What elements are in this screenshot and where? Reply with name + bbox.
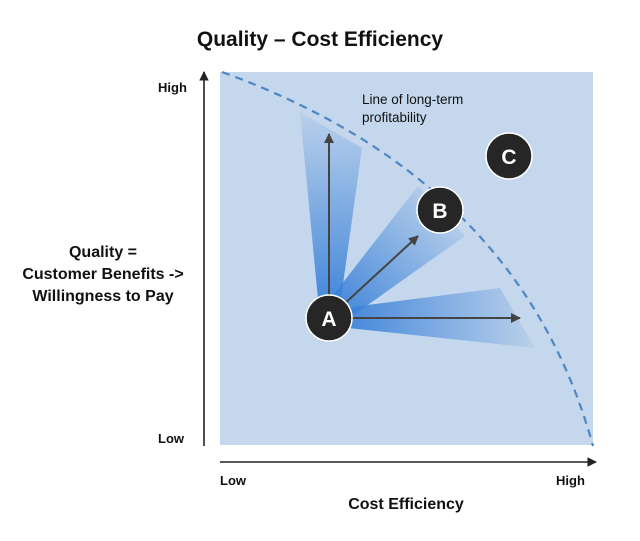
node-a-label: A [321,308,336,331]
y-tick-low: Low [158,431,184,446]
x-tick-low: Low [220,473,246,488]
x-tick-high: High [556,473,585,488]
arrow-diagonal [341,235,419,307]
node-c-label: C [501,146,516,169]
y-axis-label-line-1: Quality = [68,244,138,261]
node-a: A [305,294,353,342]
frontier-label-line-1: Line of long-term [362,92,463,107]
profitability-frontier-line [221,70,595,447]
y-axis-label: Quality = Customer Benefits -> Willingne… [8,242,198,308]
frontier-label-line-2: profitability [362,110,427,125]
x-axis-label: Cost Efficiency [348,496,464,513]
y-axis-label-line-3: Willingness to Pay [32,288,174,305]
y-tick-high: High [158,80,187,95]
node-b: B [416,186,464,234]
chart-title: Quality – Cost Efficiency [196,28,444,51]
y-axis-label-line-2: Customer Benefits -> [22,266,184,283]
cone-quality [300,112,362,320]
node-c: C [485,132,533,180]
node-b-label: B [432,200,447,223]
